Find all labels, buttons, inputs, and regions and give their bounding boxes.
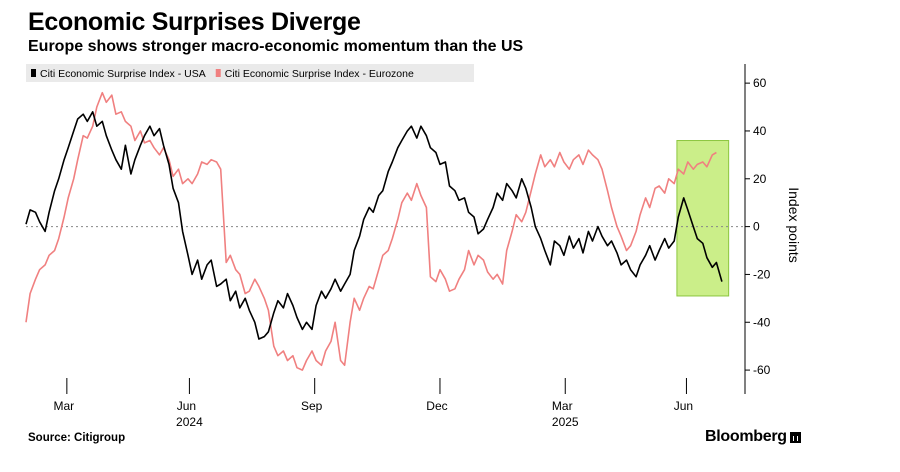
- series-line-eurozone: [25, 91, 717, 371]
- y-tick-label: 40: [753, 124, 767, 138]
- bloomberg-logo: Bloomberg: [705, 428, 801, 446]
- x-year-label: 2025: [552, 415, 579, 429]
- bloomberg-terminal-icon: [789, 431, 801, 443]
- brand-text: Bloomberg: [705, 428, 787, 445]
- x-tick-label: Dec: [426, 399, 447, 413]
- x-tick-label: Mar: [54, 399, 75, 413]
- x-tick-label: Sep: [301, 399, 323, 413]
- source-note: Source: Citigroup: [28, 432, 126, 444]
- highlight-box: [676, 140, 730, 297]
- legend-swatch: [31, 69, 36, 77]
- series-layer: [25, 91, 723, 371]
- y-tick-label: 60: [753, 76, 767, 90]
- highlight-layer: [676, 140, 730, 297]
- series-line-usa: [25, 111, 723, 340]
- y-tick-label: 20: [753, 172, 767, 186]
- legend: Citi Economic Surprise Index - USA Citi E…: [26, 64, 474, 82]
- y-tick-label: 0: [753, 220, 760, 234]
- x-tick-label: Mar: [552, 399, 573, 413]
- y-tick-label: -20: [753, 267, 771, 281]
- x-year-label: 2024: [176, 415, 203, 429]
- chart-title: Economic Surprises Diverge: [28, 8, 361, 36]
- x-tick-label: Jun: [674, 399, 693, 413]
- y-tick-label: -60: [753, 363, 771, 377]
- y-axis-title: Index points: [786, 187, 802, 263]
- chart-subtitle: Europe shows stronger macro-economic mom…: [28, 38, 524, 55]
- axis-layer: 60 40 20 0 -20 -40 -60 Mar Jun Sep Dec Mar Jun 2024 20…: [54, 64, 802, 429]
- legend-label: Citi Economic Surprise Index - USA: [40, 68, 206, 80]
- x-tick-label: Jun: [177, 399, 196, 413]
- y-tick-label: -40: [753, 315, 771, 329]
- legend-background: [26, 64, 474, 82]
- legend-label: Citi Economic Surprise Index - Eurozone: [225, 68, 414, 80]
- legend-swatch: [215, 69, 221, 77]
